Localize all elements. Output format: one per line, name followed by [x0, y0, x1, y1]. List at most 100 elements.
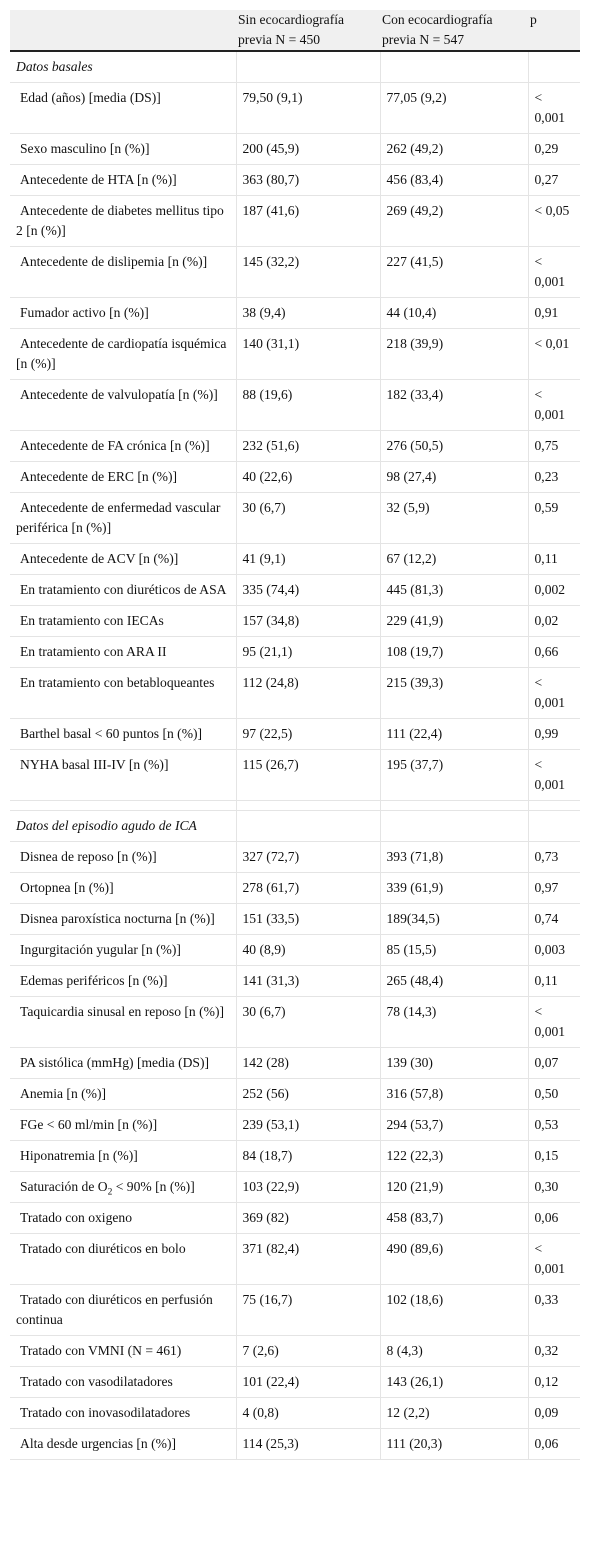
- row-label-text: Edemas periféricos [n (%)]: [20, 973, 168, 988]
- spacer-cell: [379, 800, 528, 811]
- row-label: Sexo masculino [n (%)]: [10, 133, 236, 165]
- value-cell: 157 (34,8): [235, 605, 380, 637]
- empty-cell: [379, 51, 528, 83]
- empty-cell: [527, 51, 580, 83]
- value-cell: 7 (2,6): [235, 1335, 380, 1367]
- value-cell: 215 (39,3): [379, 667, 528, 719]
- table-body: Datos basales Edad (años) [media (DS)] 79,…: [10, 51, 580, 1460]
- value-cell: 265 (48,4): [379, 965, 528, 997]
- p-value: 0,59: [527, 492, 580, 544]
- value-cell: 30 (6,7): [235, 492, 380, 544]
- empty-cell: [235, 51, 380, 83]
- p-value: 0,30: [527, 1171, 580, 1203]
- p-value: < 0,001: [527, 996, 580, 1048]
- table-header: Sin ecocardiografía previa N = 450 Con ec…: [10, 10, 580, 52]
- p-value: 0,15: [527, 1140, 580, 1172]
- row-label: Saturación de O2 < 90% [n (%)]: [10, 1171, 236, 1203]
- value-cell: 142 (28): [235, 1047, 380, 1079]
- value-cell: 112 (24,8): [235, 667, 380, 719]
- data-row: En tratamiento con ARA II 95 (21,1) 108 (1…: [10, 636, 580, 668]
- row-label: En tratamiento con IECAs: [10, 605, 236, 637]
- value-cell: 122 (22,3): [379, 1140, 528, 1172]
- data-row: Tratado con vasodilatadores 101 (22,4) 143…: [10, 1366, 580, 1398]
- row-label: En tratamiento con ARA II: [10, 636, 236, 668]
- p-value: 0,11: [527, 543, 580, 575]
- row-label-text: Antecedente de FA crónica [n (%)]: [20, 438, 210, 453]
- row-label: Edad (años) [media (DS)]: [10, 82, 236, 134]
- p-value: < 0,001: [527, 246, 580, 298]
- data-row: Edemas periféricos [n (%)] 141 (31,3) 265 …: [10, 965, 580, 997]
- value-cell: 108 (19,7): [379, 636, 528, 668]
- row-label: Antecedente de HTA [n (%)]: [10, 164, 236, 196]
- value-cell: 278 (61,7): [235, 872, 380, 904]
- p-value: 0,50: [527, 1078, 580, 1110]
- row-label-text: Alta desde urgencias [n (%)]: [20, 1436, 177, 1451]
- value-cell: 102 (18,6): [379, 1284, 528, 1336]
- row-label-text: Taquicardia sinusal en reposo [n (%)]: [20, 1004, 225, 1019]
- p-value: 0,07: [527, 1047, 580, 1079]
- value-cell: 78 (14,3): [379, 996, 528, 1048]
- p-value: < 0,001: [527, 1233, 580, 1285]
- data-row: Saturación de O2 < 90% [n (%)] 103 (22,9)…: [10, 1171, 580, 1203]
- value-cell: 120 (21,9): [379, 1171, 528, 1203]
- row-label: Tratado con oxigeno: [10, 1202, 236, 1234]
- row-label-text: Anemia [n (%)]: [20, 1086, 107, 1101]
- row-label-text: Antecedente de valvulopatía [n (%)]: [20, 387, 218, 402]
- value-cell: 218 (39,9): [379, 328, 528, 380]
- row-label-text: Tratado con vasodilatadores: [20, 1374, 173, 1389]
- row-label: Disnea de reposo [n (%)]: [10, 841, 236, 873]
- p-value: 0,11: [527, 965, 580, 997]
- section-row: Datos basales: [10, 51, 580, 83]
- row-label-text: Antecedente de ERC [n (%)]: [20, 469, 178, 484]
- value-cell: 41 (9,1): [235, 543, 380, 575]
- section-title: Datos basales: [10, 51, 236, 83]
- data-row: Tratado con inovasodilatadores 4 (0,8) 12 …: [10, 1397, 580, 1429]
- value-cell: 84 (18,7): [235, 1140, 380, 1172]
- data-row: Anemia [n (%)] 252 (56) 316 (57,8) 0,50: [10, 1078, 580, 1110]
- data-row: PA sistólica (mmHg) [media (DS)] 142 (28)…: [10, 1047, 580, 1079]
- value-cell: 40 (8,9): [235, 934, 380, 966]
- value-cell: 276 (50,5): [379, 430, 528, 462]
- value-cell: 103 (22,9): [235, 1171, 380, 1203]
- value-cell: 111 (22,4): [379, 718, 528, 750]
- row-label-text: Edad (años) [media (DS)]: [20, 90, 161, 105]
- data-row: Sexo masculino [n (%)] 200 (45,9) 262 (49,…: [10, 133, 580, 165]
- value-cell: 145 (32,2): [235, 246, 380, 298]
- value-cell: 294 (53,7): [379, 1109, 528, 1141]
- spacer-row: [10, 800, 580, 811]
- data-row: Antecedente de cardiopatía isquémica [n …: [10, 328, 580, 380]
- p-value: < 0,001: [527, 82, 580, 134]
- data-row: FGe < 60 ml/min [n (%)] 239 (53,1) 294 (53…: [10, 1109, 580, 1141]
- p-value: 0,27: [527, 164, 580, 196]
- value-cell: 151 (33,5): [235, 903, 380, 935]
- row-label: Tratado con VMNI (N = 461): [10, 1335, 236, 1367]
- row-label-text: Ingurgitación yugular [n (%)]: [20, 942, 181, 957]
- value-cell: 85 (15,5): [379, 934, 528, 966]
- value-cell: 98 (27,4): [379, 461, 528, 493]
- row-label: Ortopnea [n (%)]: [10, 872, 236, 904]
- row-label: Taquicardia sinusal en reposo [n (%)]: [10, 996, 236, 1048]
- data-row: Tratado con VMNI (N = 461) 7 (2,6) 8 (4,3)…: [10, 1335, 580, 1367]
- row-label: En tratamiento con betabloqueantes: [10, 667, 236, 719]
- value-cell: 239 (53,1): [235, 1109, 380, 1141]
- value-cell: 393 (71,8): [379, 841, 528, 873]
- value-cell: 141 (31,3): [235, 965, 380, 997]
- value-cell: 371 (82,4): [235, 1233, 380, 1285]
- p-value: < 0,001: [527, 667, 580, 719]
- data-row: Alta desde urgencias [n (%)] 114 (25,3) 11…: [10, 1428, 580, 1460]
- row-label: Tratado con vasodilatadores: [10, 1366, 236, 1398]
- value-cell: 30 (6,7): [235, 996, 380, 1048]
- value-cell: 182 (33,4): [379, 379, 528, 431]
- value-cell: 227 (41,5): [379, 246, 528, 298]
- value-cell: 327 (72,7): [235, 841, 380, 873]
- value-cell: 101 (22,4): [235, 1366, 380, 1398]
- row-label-text: Antecedente de enfermedad vascular perif…: [16, 500, 221, 535]
- row-label: Tratado con inovasodilatadores: [10, 1397, 236, 1429]
- row-label: Hiponatremia [n (%)]: [10, 1140, 236, 1172]
- p-value: 0,002: [527, 574, 580, 606]
- column-header: Sin ecocardiografía previa N = 450: [236, 10, 380, 52]
- data-row: Disnea de reposo [n (%)] 327 (72,7) 393 (7…: [10, 841, 580, 873]
- data-row: Ingurgitación yugular [n (%)] 40 (8,9) 85 …: [10, 934, 580, 966]
- row-label-text: Antecedente de dislipemia [n (%)]: [20, 254, 208, 269]
- data-row: Antecedente de diabetes mellitus tipo 2 …: [10, 195, 580, 247]
